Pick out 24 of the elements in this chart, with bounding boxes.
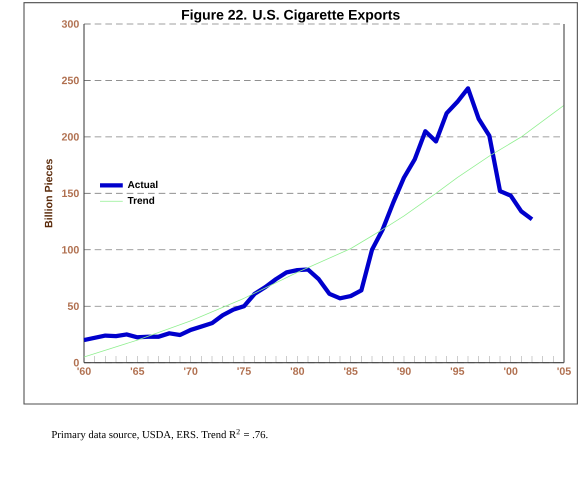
- y-tick-label: 50: [68, 302, 79, 310]
- x-tick-label: '60: [77, 367, 91, 375]
- x-tick-label: '90: [397, 367, 411, 375]
- y-tick-label: 150: [62, 190, 79, 198]
- line-series: [84, 104, 564, 358]
- line-series: [82, 86, 534, 342]
- text: Primary data source, USDA, ERS. Trend R$^{2}$ = .76.: [52, 428, 268, 440]
- y-axis-title: Billion Pieces: [44, 159, 52, 228]
- x-tick-label: '80: [290, 367, 304, 375]
- y-tick-label: 0: [74, 358, 79, 366]
- y-tick-label: 250: [62, 76, 79, 84]
- x-tick-label: '65: [130, 367, 144, 375]
- legend-label: Trend: [128, 196, 154, 204]
- x-tick-label: '05: [557, 367, 571, 375]
- y-tick-label: 100: [62, 246, 79, 254]
- x-tick-label: '95: [450, 367, 464, 375]
- x-tick-label: '85: [344, 367, 358, 375]
- x-tick-label: '00: [504, 367, 518, 375]
- y-tick-label: 200: [62, 133, 79, 141]
- x-tick-label: '75: [237, 367, 251, 375]
- x-tick-label: '70: [184, 367, 198, 375]
- legend-label: Actual: [128, 180, 158, 188]
- y-tick-label: 300: [62, 20, 79, 28]
- chart-title: Figure 22. U.S. Cigarette Exports: [182, 9, 400, 23]
